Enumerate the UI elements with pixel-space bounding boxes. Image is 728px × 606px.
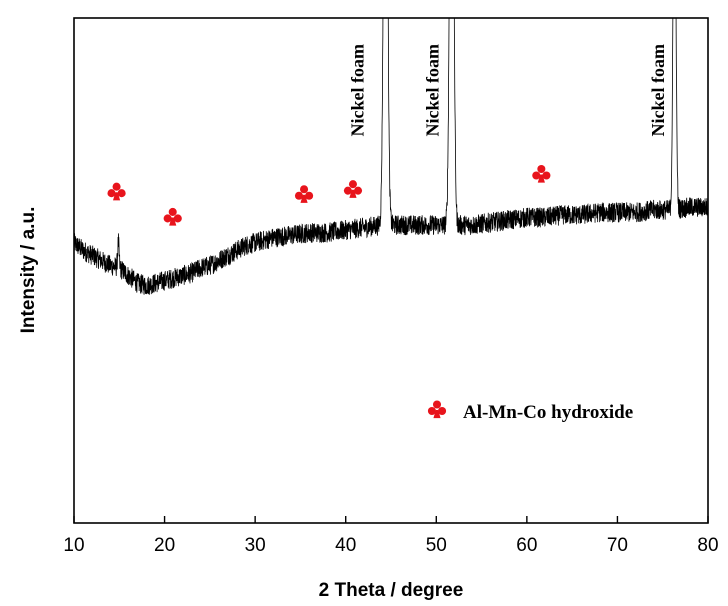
x-axis-ticks: 10 20 30 40 50 60 70 80 (63, 516, 719, 556)
annotation-nickel-foam: Nickel foam (648, 44, 668, 136)
x-tick-label: 30 (245, 535, 266, 556)
phase-marker-club-icon (532, 164, 551, 183)
marker-layer (107, 164, 551, 226)
annotation-layer: Nickel foam Nickel foam Nickel foam (347, 44, 668, 136)
x-axis-label: 2 Theta / degree (319, 580, 464, 601)
legend: Al-Mn-Co hydroxide (427, 400, 633, 423)
x-tick-label: 20 (154, 535, 175, 556)
y-axis-label: Intensity / a.u. (18, 207, 39, 334)
plot-frame (73, 17, 709, 524)
phase-marker-club-icon (294, 185, 314, 203)
x-tick-label: 70 (607, 535, 628, 556)
x-tick-label: 80 (697, 535, 718, 556)
trace-layer (74, 18, 708, 295)
annotation-nickel-foam: Nickel foam (347, 44, 367, 136)
annotation-nickel-foam: Nickel foam (423, 44, 443, 136)
phase-marker-club-icon (343, 180, 363, 198)
x-tick-label: 10 (63, 535, 84, 556)
x-tick-label: 60 (516, 535, 537, 556)
legend-marker-club-icon (427, 400, 447, 419)
xrd-series-line (74, 18, 708, 295)
x-tick-label: 40 (335, 535, 356, 556)
phase-marker-club-icon (163, 207, 182, 226)
x-tick-label: 50 (426, 535, 447, 556)
legend-entry-label: Al-Mn-Co hydroxide (463, 402, 633, 423)
phase-marker-club-icon (107, 182, 126, 201)
